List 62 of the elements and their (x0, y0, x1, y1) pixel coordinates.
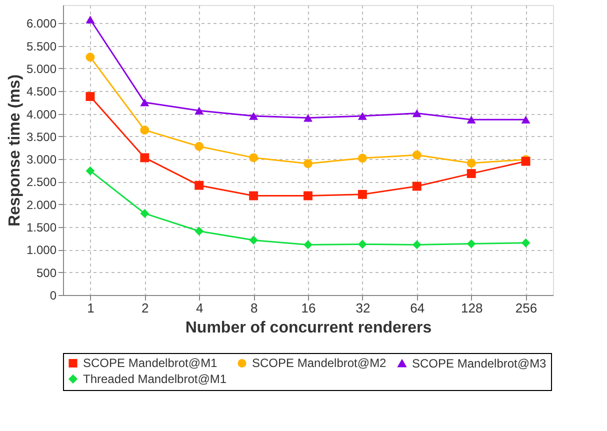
point (358, 154, 367, 163)
point (194, 142, 204, 151)
y-tick-label: 3.500 (26, 130, 57, 144)
point (304, 159, 312, 168)
point (249, 153, 258, 162)
point (466, 239, 476, 248)
point (304, 114, 312, 122)
y-tick-label: 2.500 (26, 175, 57, 190)
y-tick-label: 2.000 (26, 198, 57, 212)
point (412, 240, 422, 250)
x-tick-label: 32 (356, 300, 370, 316)
point (466, 169, 476, 178)
legend-label: Threaded Mandelbrot@M1 (83, 372, 227, 386)
y-tick-label: 4.500 (26, 84, 57, 99)
point (194, 180, 204, 190)
x-tick-label: 8 (250, 300, 258, 316)
point (140, 153, 150, 162)
y-tick-label: 6.000 (26, 16, 57, 31)
point (466, 116, 476, 124)
y-tick-label: 5.500 (26, 39, 57, 54)
x-tick-label: 64 (410, 300, 425, 316)
point (521, 116, 530, 124)
x-tick-label: 4 (196, 300, 204, 316)
point (194, 106, 204, 114)
point (304, 191, 312, 200)
point (86, 166, 95, 176)
point (86, 16, 95, 24)
x-axis-title: Number of concurrent renderers (185, 320, 432, 336)
point (412, 182, 422, 191)
x-tick-label: 2 (142, 300, 149, 316)
point (412, 150, 422, 160)
point (249, 112, 258, 120)
point (358, 190, 367, 199)
legend-label: SCOPE Mandelbrot@M1 (83, 356, 218, 370)
point (140, 208, 150, 218)
point (86, 92, 95, 102)
point (194, 226, 204, 236)
x-tick-label: 16 (301, 300, 316, 316)
x-tick-label: 128 (460, 300, 483, 316)
point (249, 236, 258, 245)
y-tick-label: 3.000 (26, 152, 57, 167)
y-tick-label: 1.000 (26, 243, 57, 258)
y-tick-label: 5.000 (26, 62, 57, 76)
point (86, 52, 95, 62)
x-tick-label: 1 (87, 300, 94, 316)
y-tick-label: 0 (50, 288, 57, 302)
point (304, 240, 312, 250)
point (249, 191, 258, 200)
point (521, 238, 530, 248)
legend-label: SCOPE Mandelbrot@M3 (412, 356, 547, 370)
y-tick-label: 1.500 (26, 220, 57, 235)
point (466, 158, 476, 168)
x-tick-label: 256 (515, 300, 538, 316)
y-axis-title: Response time (ms) (6, 74, 24, 227)
point (358, 240, 367, 249)
point (140, 98, 150, 106)
legend-label: SCOPE Mandelbrot@M2 (252, 356, 387, 370)
y-tick-label: 500 (36, 266, 57, 280)
point (358, 112, 367, 120)
point (140, 126, 150, 135)
y-tick-label: 4.000 (26, 107, 57, 122)
point (412, 109, 422, 118)
